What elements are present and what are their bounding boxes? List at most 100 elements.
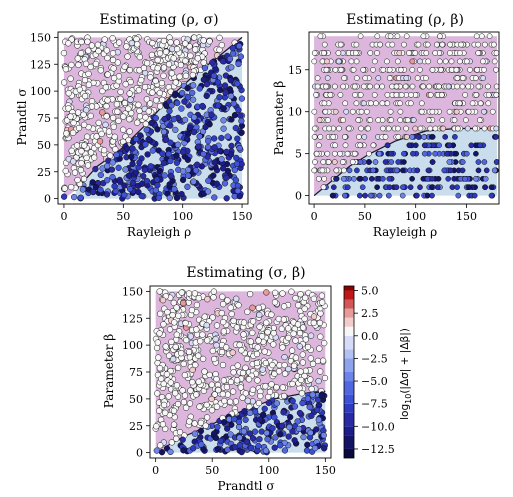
- data-point: [137, 132, 144, 139]
- data-point: [374, 50, 380, 56]
- data-point: [261, 405, 268, 412]
- data-point: [194, 55, 201, 62]
- data-point: [165, 352, 173, 359]
- data-point: [397, 117, 404, 123]
- data-point: [493, 83, 499, 90]
- data-point: [336, 125, 342, 132]
- data-point: [224, 425, 231, 432]
- data-point: [163, 136, 170, 143]
- data-point: [489, 108, 496, 115]
- data-point: [204, 296, 211, 303]
- data-point: [92, 165, 99, 173]
- data-point: [475, 167, 482, 174]
- y-tick-label: 50: [129, 393, 143, 406]
- data-point: [400, 167, 406, 174]
- data-point: [307, 376, 314, 383]
- data-point: [74, 176, 81, 184]
- data-point: [297, 376, 305, 384]
- data-point: [67, 113, 74, 120]
- data-point: [351, 83, 358, 90]
- data-point: [493, 92, 499, 98]
- data-point: [307, 355, 314, 362]
- data-point: [322, 108, 329, 115]
- data-point: [246, 409, 254, 417]
- data-point: [74, 55, 81, 62]
- data-point: [186, 418, 193, 425]
- data-point: [174, 141, 182, 148]
- data-point: [232, 177, 240, 184]
- data-point: [212, 335, 219, 343]
- data-point: [196, 133, 203, 140]
- x-tick-label: 150: [232, 210, 253, 223]
- data-point: [219, 293, 226, 300]
- data-point: [316, 345, 323, 352]
- colorbar-segment: [344, 372, 354, 382]
- data-point: [285, 433, 292, 440]
- data-point: [352, 50, 359, 56]
- data-point: [103, 113, 110, 120]
- data-point: [281, 361, 288, 369]
- data-point: [123, 43, 130, 50]
- data-point: [180, 299, 187, 307]
- data-point: [170, 299, 177, 307]
- data-point: [158, 375, 165, 382]
- data-point: [256, 436, 263, 443]
- data-point: [280, 316, 288, 323]
- data-point: [204, 143, 212, 151]
- data-point: [167, 139, 174, 146]
- data-point: [231, 444, 239, 451]
- data-point: [311, 125, 318, 132]
- data-point: [412, 50, 419, 56]
- data-point: [299, 359, 307, 366]
- data-point: [215, 386, 222, 394]
- data-point: [233, 160, 241, 168]
- data-point: [198, 441, 205, 448]
- data-point: [121, 99, 129, 107]
- data-point: [219, 390, 226, 398]
- data-point: [68, 183, 75, 191]
- data-point: [179, 436, 186, 443]
- data-point: [330, 134, 337, 140]
- data-point: [289, 397, 296, 405]
- data-point: [154, 182, 161, 189]
- data-point: [270, 341, 277, 348]
- data-point: [68, 61, 75, 69]
- data-point: [414, 75, 421, 81]
- data-point: [436, 142, 442, 149]
- x-tick-label: 0: [152, 464, 159, 477]
- data-point: [78, 38, 85, 46]
- data-point: [421, 142, 428, 149]
- data-point: [365, 125, 372, 132]
- data-point: [403, 33, 410, 40]
- data-point: [148, 119, 155, 127]
- data-point: [493, 125, 499, 132]
- data-point: [374, 33, 381, 40]
- data-point: [330, 184, 337, 191]
- data-point: [167, 379, 174, 386]
- data-point: [262, 383, 269, 390]
- data-point: [154, 339, 161, 346]
- data-point: [240, 331, 247, 338]
- data-point: [313, 426, 320, 433]
- data-point: [262, 447, 270, 454]
- data-point: [219, 58, 227, 65]
- data-point: [205, 177, 212, 184]
- data-point: [167, 122, 174, 129]
- data-point: [326, 125, 332, 132]
- data-point: [158, 449, 166, 456]
- data-point: [314, 75, 321, 81]
- data-point: [292, 294, 299, 302]
- data-point: [409, 66, 416, 73]
- data-point: [271, 444, 278, 451]
- data-point: [184, 85, 191, 92]
- data-point: [399, 192, 406, 199]
- colorbar-segment: [344, 403, 354, 413]
- data-point: [154, 126, 161, 133]
- data-point: [244, 397, 251, 404]
- data-point: [211, 144, 218, 151]
- data-point: [128, 109, 135, 117]
- data-point: [302, 336, 309, 343]
- data-point: [337, 92, 344, 98]
- data-point: [205, 137, 212, 145]
- data-point: [200, 59, 207, 66]
